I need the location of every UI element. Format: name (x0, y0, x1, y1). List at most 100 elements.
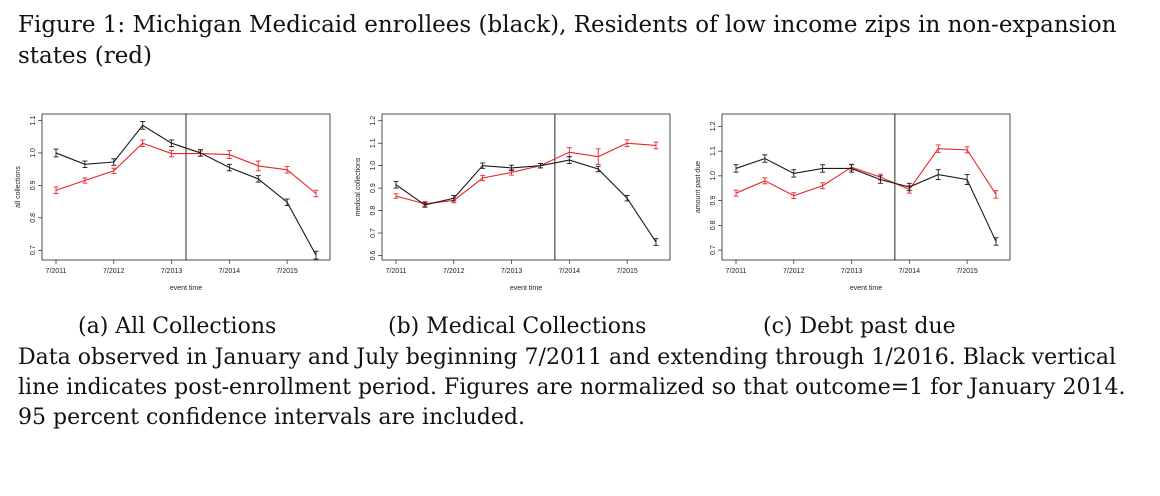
medical-collections-error-bar-red (624, 139, 630, 148)
debt-past-due-error-bar-red (791, 192, 797, 200)
debt-past-due-error-bar-black (877, 175, 883, 184)
medical-collections-error-bar-black (422, 202, 428, 208)
medical-collections-x-tick-label: 7/2012 (443, 268, 465, 275)
all-collections-error-bar-red (313, 189, 319, 198)
medical-collections-y-tick-label: 0.6 (370, 251, 377, 261)
debt-past-due-y-axis-label: amount past due (695, 161, 702, 213)
all-collections-y-tick-label: 0.8 (30, 213, 37, 223)
medical-collections-x-tick-label: 7/2011 (386, 268, 407, 275)
medical-collections-y-tick-label: 0.9 (370, 183, 377, 193)
all-collections-error-bar-red (111, 167, 117, 174)
all-collections-x-tick-label: 7/2013 (161, 268, 183, 275)
all-collections-error-bar-red (226, 150, 232, 159)
debt-past-due-x-tick-label: 7/2015 (956, 268, 978, 275)
debt-past-due-y-tick-label: 0.7 (710, 245, 717, 255)
chart-panel-all-collections: 0.7 0.8 0.9 1.0 1.1 7/2011 7/2012 7/2013 7/2014 7… (10, 100, 350, 305)
medical-collections-error-bar-black (653, 238, 659, 246)
debt-past-due-error-bar-red (733, 189, 739, 197)
medical-collections-x-tick-label: 7/2015 (616, 268, 638, 275)
debt-past-due-x-tick-label: 7/2011 (726, 268, 747, 275)
medical-collections-error-bar-black (595, 165, 601, 173)
all-collections-error-bar-black (169, 139, 175, 147)
all-collections-series-line-red (55, 142, 317, 194)
all-collections-y-tick-label: 1.0 (30, 148, 37, 158)
medical-collections-plot-frame (381, 113, 671, 261)
all-collections-x-axis-label: event time (170, 285, 202, 292)
debt-past-due-error-bar-black (791, 169, 797, 178)
debt-past-due-error-bar-black (762, 154, 768, 163)
all-collections-y-axis-label: all collections (15, 166, 22, 208)
all-collections-error-bar-red (169, 149, 175, 158)
medical-collections-y-tick-label: 1.0 (370, 161, 377, 171)
debt-past-due-error-bar-red (820, 182, 826, 190)
debt-past-due-error-bar-red (762, 177, 768, 185)
medical-collections-y-tick-label: 0.7 (370, 228, 377, 238)
medical-collections-error-bar-red (480, 174, 486, 182)
all-collections-error-bar-black (53, 148, 59, 158)
medical-collections-x-tick-label: 7/2013 (501, 268, 523, 275)
all-collections-y-tick-label: 0.7 (30, 245, 37, 255)
medical-collections-y-tick-label: 0.8 (370, 206, 377, 216)
medical-collections-error-bar-black (566, 156, 572, 164)
caption-medical-collections: (b) Medical Collections (388, 314, 647, 339)
debt-past-due-series-line-black (735, 157, 997, 242)
medical-collections-error-bar-black (509, 164, 515, 172)
medical-collections-y-tick-label: 1.2 (370, 116, 377, 126)
medical-collections-x-axis-label: event time (510, 285, 542, 292)
all-collections-error-bar-red (140, 139, 146, 147)
all-collections-x-tick-label: 7/2014 (219, 268, 241, 275)
all-collections-y-tick-label: 0.9 (30, 180, 37, 190)
all-collections-error-bar-black (140, 121, 146, 130)
medical-collections-y-tick-label: 1.1 (370, 138, 377, 148)
all-collections-x-tick-label: 7/2011 (46, 268, 67, 275)
debt-past-due-error-bar-red (993, 190, 999, 199)
debt-past-due-y-tick-label: 1.1 (710, 146, 717, 156)
medical-collections-error-bar-black (393, 180, 399, 189)
all-collections-error-bar-red (255, 160, 261, 172)
figure-note: Data observed in January and July beginn… (18, 345, 1126, 430)
all-collections-series-line-black (55, 124, 317, 256)
debt-past-due-error-bar-black (964, 174, 970, 185)
debt-past-due-error-bar-red (935, 144, 941, 153)
all-collections-error-bar-red (82, 177, 88, 184)
debt-past-due-x-tick-label: 7/2012 (783, 268, 805, 275)
medical-collections-series-line-black (395, 159, 657, 243)
debt-past-due-error-bar-black (849, 164, 855, 173)
debt-past-due-error-bar-red (964, 146, 970, 154)
medical-collections-error-bar-red (393, 193, 399, 199)
caption-all-collections: (a) All Collections (78, 314, 277, 339)
figure-title: Figure 1: Michigan Medicaid enrollees (b… (18, 12, 1117, 69)
all-collections-error-bar-black (226, 163, 232, 172)
debt-past-due-error-bar-black (820, 164, 826, 173)
chart-panel-debt-past-due: 0.7 0.8 0.9 1.0 1.1 1.2 7/2011 7/2012 7/2013 7/20… (690, 100, 1030, 305)
debt-past-due-y-tick-label: 0.9 (710, 196, 717, 206)
debt-past-due-plot-frame (721, 113, 1011, 261)
debt-past-due-error-bar-black (733, 164, 739, 173)
medical-collections-error-bar-red (595, 148, 601, 165)
medical-collections-y-axis-label: medical collections (355, 157, 362, 216)
caption-debt-past-due: (c) Debt past due (763, 314, 956, 339)
all-collections-x-tick-label: 7/2012 (103, 268, 125, 275)
all-collections-error-bar-black (313, 250, 319, 260)
medical-collections-error-bar-red (653, 141, 659, 150)
debt-past-due-error-bar-black (906, 182, 912, 192)
all-collections-error-bar-red (284, 166, 290, 174)
medical-collections-error-bar-black (451, 195, 457, 202)
medical-collections-x-tick-label: 7/2014 (559, 268, 581, 275)
debt-past-due-error-bar-black (993, 237, 999, 246)
medical-collections-series-line-red (395, 142, 657, 205)
all-collections-error-bar-black (197, 149, 203, 157)
debt-past-due-y-tick-label: 0.8 (710, 220, 717, 230)
chart-svg-medical-collections: 0.6 0.7 0.8 0.9 1.0 1.1 1.2 7/2011 7/2012 7/2013 7… (355, 113, 671, 292)
debt-past-due-y-tick-label: 1.2 (710, 121, 717, 131)
all-collections-x-tick-label: 7/2015 (276, 268, 298, 275)
debt-past-due-error-bar-black (935, 169, 941, 181)
chart-svg-all-collections: 0.7 0.8 0.9 1.0 1.1 7/2011 7/2012 7/2013 7/2014 7… (15, 113, 331, 292)
debt-past-due-x-tick-label: 7/2013 (841, 268, 863, 275)
debt-past-due-y-tick-label: 1.0 (710, 171, 717, 181)
all-collections-error-bar-black (284, 198, 290, 206)
debt-past-due-x-tick-label: 7/2014 (899, 268, 921, 275)
debt-past-due-x-axis-label: event time (850, 285, 882, 292)
all-collections-error-bar-black (111, 158, 117, 166)
all-collections-error-bar-red (53, 186, 59, 194)
